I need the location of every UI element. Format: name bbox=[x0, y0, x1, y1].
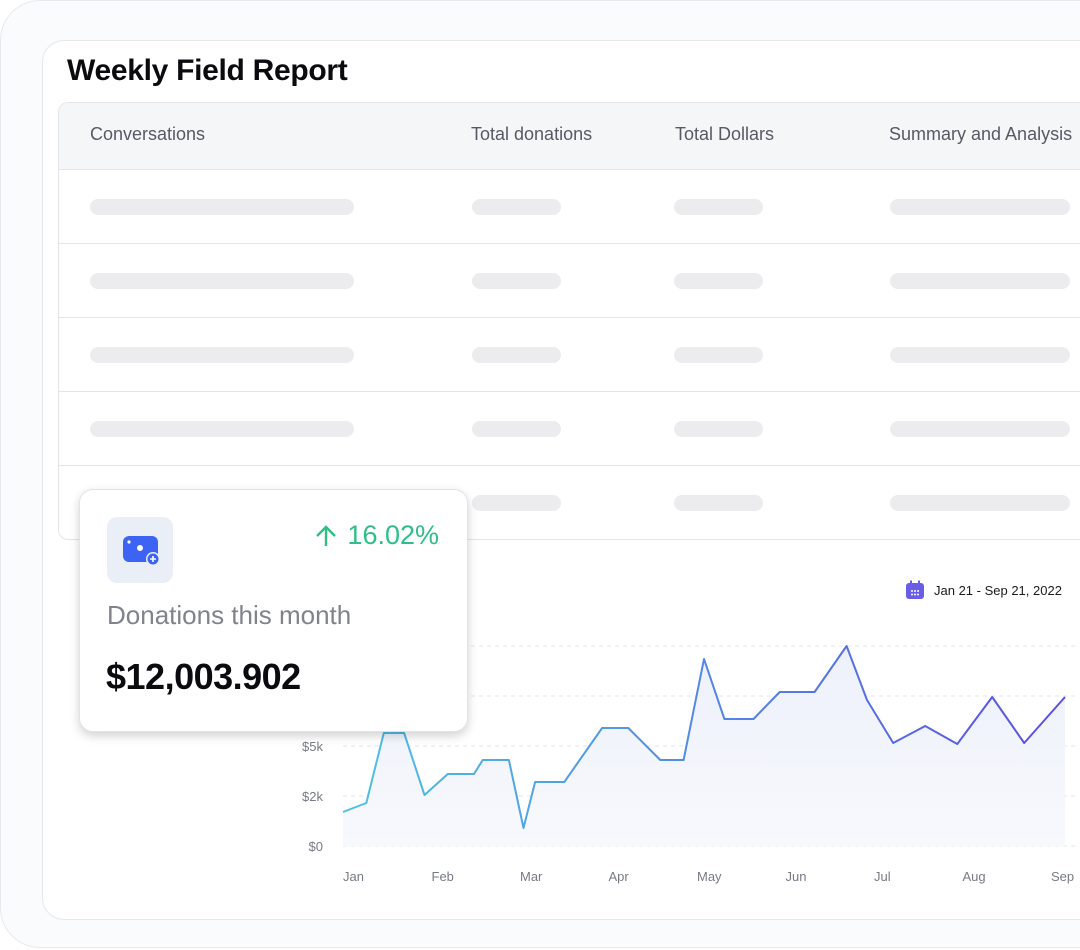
y-tick-label: $0 bbox=[309, 839, 323, 854]
change-indicator: 16.02% bbox=[315, 520, 439, 551]
skeleton-placeholder bbox=[90, 347, 354, 363]
metric-label: Donations this month bbox=[107, 600, 352, 630]
table-row bbox=[59, 169, 1080, 243]
x-tick-label: May bbox=[697, 869, 722, 884]
date-range-label: Jan 21 - Sep 21, 2022 bbox=[934, 582, 1062, 598]
wallet-add-icon bbox=[123, 536, 160, 566]
report-table: Conversations Total donations Total Doll… bbox=[58, 102, 1080, 540]
skeleton-placeholder bbox=[472, 421, 561, 437]
x-tick-label: Jun bbox=[786, 869, 807, 884]
x-tick-label: Sep bbox=[1051, 869, 1074, 884]
skeleton-placeholder bbox=[674, 273, 763, 289]
page-title: Weekly Field Report bbox=[67, 54, 348, 87]
chart-line-series bbox=[342, 645, 1066, 829]
x-tick-label: Apr bbox=[609, 869, 630, 884]
skeleton-placeholder bbox=[890, 347, 1070, 363]
column-header-summary[interactable]: Summary and Analysis bbox=[889, 124, 1073, 144]
change-percent: 16.02% bbox=[347, 520, 439, 550]
skeleton-placeholder bbox=[674, 347, 763, 363]
table-header: Conversations Total donations Total Doll… bbox=[59, 103, 1080, 169]
skeleton-placeholder bbox=[472, 199, 561, 215]
column-header-total-donations[interactable]: Total donations bbox=[471, 124, 593, 144]
skeleton-placeholder bbox=[674, 421, 763, 437]
table-row bbox=[59, 317, 1080, 391]
skeleton-placeholder bbox=[472, 273, 561, 289]
metric-icon-box bbox=[107, 517, 173, 583]
date-range-picker[interactable]: Jan 21 - Sep 21, 2022 bbox=[905, 580, 1062, 600]
metric-value: $12,003.902 bbox=[106, 656, 301, 697]
x-tick-label: Feb bbox=[432, 869, 454, 884]
skeleton-placeholder bbox=[90, 421, 354, 437]
skeleton-placeholder bbox=[674, 495, 763, 511]
skeleton-placeholder bbox=[472, 495, 561, 511]
skeleton-placeholder bbox=[90, 273, 354, 289]
table-row bbox=[59, 243, 1080, 317]
y-tick-label: $5k bbox=[302, 739, 323, 754]
x-tick-label: Mar bbox=[520, 869, 543, 884]
skeleton-placeholder bbox=[674, 199, 763, 215]
y-tick-label: $2k bbox=[302, 789, 323, 804]
column-header-conversations[interactable]: Conversations bbox=[90, 124, 206, 144]
calendar-icon bbox=[906, 580, 924, 599]
skeleton-placeholder bbox=[90, 199, 354, 215]
chart-area-fill bbox=[343, 646, 1065, 846]
x-tick-label: Jul bbox=[874, 869, 891, 884]
column-header-total-dollars[interactable]: Total Dollars bbox=[675, 124, 775, 144]
x-tick-label: Jan bbox=[343, 869, 364, 884]
skeleton-placeholder bbox=[890, 273, 1070, 289]
skeleton-placeholder bbox=[890, 495, 1070, 511]
donations-metric-card: 16.02% Donations this month $12,003.902 bbox=[79, 489, 468, 732]
skeleton-placeholder bbox=[472, 347, 561, 363]
skeleton-placeholder bbox=[890, 199, 1070, 215]
skeleton-placeholder bbox=[890, 421, 1070, 437]
table-row bbox=[59, 391, 1080, 465]
arrow-up-icon bbox=[316, 524, 337, 546]
x-tick-label: Aug bbox=[963, 869, 986, 884]
